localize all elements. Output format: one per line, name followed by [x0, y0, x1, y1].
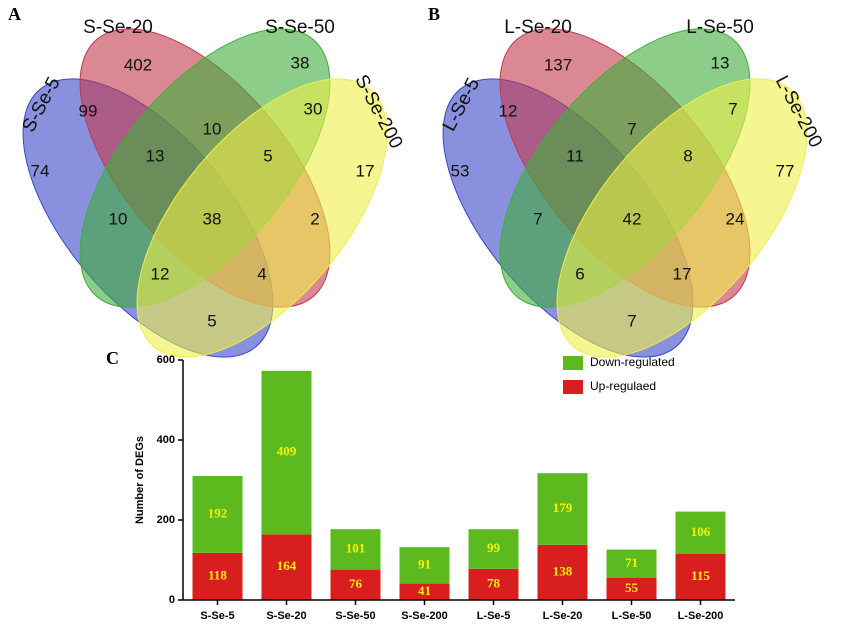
bar-segment: [537, 544, 588, 600]
region-count: 99: [79, 101, 98, 120]
value-label: 101: [346, 540, 366, 555]
bar-segment: [468, 568, 519, 600]
region-count: 7: [627, 311, 636, 330]
region-count: 2: [310, 209, 319, 228]
region-count: 7: [533, 209, 542, 228]
region-count: 5: [207, 311, 216, 330]
venn-set: [556, 78, 808, 358]
value-label: 192: [208, 505, 228, 520]
y-tick-label: 200: [157, 514, 175, 526]
x-tick-label: L-Se-20: [543, 610, 583, 622]
legend-label: Down-regulated: [590, 355, 675, 369]
value-label: 41: [418, 583, 431, 598]
region-count: 7: [627, 119, 636, 138]
legend-label: Up-regulaed: [590, 379, 656, 393]
value-label: 106: [691, 524, 711, 539]
x-tick-label: S-Se-5: [200, 610, 234, 622]
value-label: 179: [553, 500, 573, 515]
region-count: 38: [291, 53, 310, 72]
region-count: 5: [263, 146, 272, 165]
bar-segment: [606, 578, 657, 600]
y-tick-label: 0: [169, 594, 175, 606]
region-count: 8: [683, 146, 692, 165]
y-tick-label: 400: [157, 434, 175, 446]
panel-label: B: [428, 4, 440, 24]
y-tick-label: 600: [157, 354, 175, 366]
region-count: 12: [499, 101, 518, 120]
value-label: 99: [487, 540, 501, 555]
bar-segment: [330, 569, 381, 600]
set-label: S-Se-20: [83, 17, 153, 38]
panel-label: A: [8, 4, 21, 24]
region-count: 77: [776, 161, 795, 180]
bar-segment: [399, 583, 450, 600]
region-count: 11: [566, 146, 584, 165]
venn-set: [136, 78, 388, 358]
region-count: 402: [124, 55, 152, 74]
legend-swatch: [563, 380, 583, 394]
bar-segment: [330, 529, 381, 570]
value-label: 164: [277, 558, 297, 573]
bar-segment: [261, 370, 312, 535]
set-label: L-Se-50: [686, 17, 754, 38]
value-label: 78: [487, 575, 501, 590]
value-label: 138: [553, 563, 573, 578]
bar-segment: [537, 473, 588, 545]
x-tick-label: L-Se-5: [477, 610, 511, 622]
region-count: 13: [146, 146, 165, 165]
x-tick-label: S-Se-50: [335, 610, 375, 622]
region-count: 137: [544, 55, 572, 74]
bar-segment: [399, 547, 450, 584]
region-count: 13: [711, 53, 730, 72]
value-label: 76: [349, 576, 363, 591]
bar-segment: [468, 529, 519, 569]
legend-swatch: [563, 356, 583, 370]
region-count: 7: [728, 99, 737, 118]
panel-label: C: [106, 348, 119, 368]
value-label: 71: [625, 555, 638, 570]
region-count: 17: [356, 161, 375, 180]
region-count: 12: [151, 264, 170, 283]
region-count: 74: [31, 161, 50, 180]
region-count: 30: [304, 99, 323, 118]
region-count: 38: [203, 209, 222, 228]
bar-segment: [675, 554, 726, 600]
value-label: 55: [625, 580, 639, 595]
x-tick-label: L-Se-200: [678, 610, 724, 622]
region-count: 6: [575, 264, 584, 283]
x-tick-label: S-Se-200: [401, 610, 447, 622]
value-label: 118: [208, 567, 227, 582]
set-label: S-Se-50: [265, 17, 335, 38]
region-count: 53: [451, 161, 470, 180]
bar-segment: [192, 552, 243, 600]
bar-segment: [261, 534, 312, 600]
value-label: 409: [277, 444, 297, 459]
bar-segment: [606, 549, 657, 578]
y-axis-label: Number of DEGs: [134, 436, 146, 524]
region-count: 4: [257, 264, 266, 283]
x-tick-label: S-Se-20: [266, 610, 306, 622]
value-label: 91: [418, 556, 431, 571]
value-label: 115: [691, 568, 710, 583]
set-label: L-Se-20: [504, 17, 572, 38]
region-count: 17: [673, 264, 692, 283]
region-count: 24: [726, 209, 745, 228]
region-count: 42: [623, 209, 642, 228]
region-count: 10: [203, 119, 222, 138]
region-count: 10: [109, 209, 128, 228]
bar-segment: [675, 511, 726, 554]
x-tick-label: L-Se-50: [612, 610, 652, 622]
bar-segment: [192, 476, 243, 553]
